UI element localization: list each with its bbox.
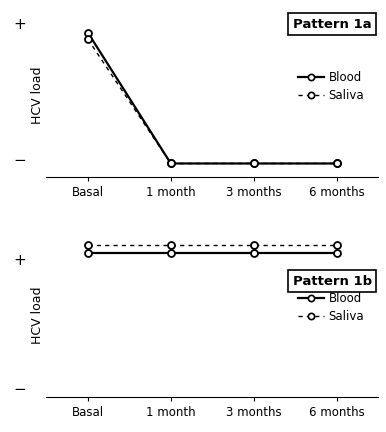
- Text: +: +: [14, 17, 26, 32]
- Text: +: +: [14, 253, 26, 267]
- Legend: Blood, Saliva: Blood, Saliva: [293, 67, 369, 107]
- Legend: Blood, Saliva: Blood, Saliva: [293, 287, 369, 327]
- Text: Pattern 1b: Pattern 1b: [293, 275, 372, 288]
- Y-axis label: HCV load: HCV load: [30, 287, 44, 344]
- Y-axis label: HCV load: HCV load: [30, 66, 44, 124]
- Text: −: −: [14, 382, 26, 397]
- Text: −: −: [14, 152, 26, 168]
- Text: Pattern 1a: Pattern 1a: [293, 18, 372, 31]
